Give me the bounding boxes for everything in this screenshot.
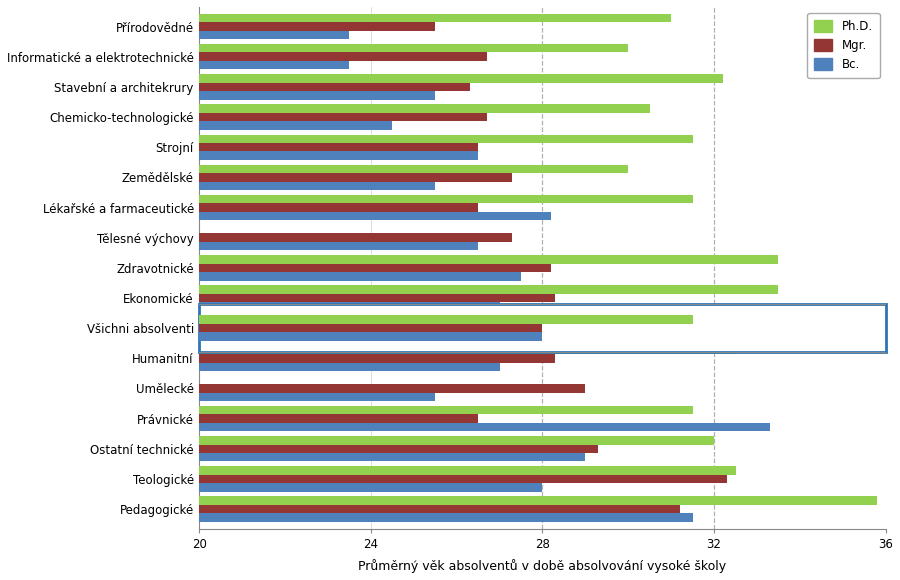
Bar xyxy=(200,272,521,281)
X-axis label: Průměrný věk absolventů v době absolvování vysoké školy: Průměrný věk absolventů v době absolvová… xyxy=(358,559,726,573)
Bar xyxy=(200,483,543,492)
Bar xyxy=(200,496,877,505)
Bar xyxy=(200,165,628,173)
Bar xyxy=(200,324,543,332)
Bar xyxy=(200,212,551,220)
Bar xyxy=(200,302,500,311)
Bar xyxy=(200,346,735,354)
Bar xyxy=(200,44,628,52)
Bar xyxy=(200,332,543,341)
Bar xyxy=(200,52,487,61)
Bar xyxy=(200,393,436,401)
Bar xyxy=(200,91,436,100)
Bar xyxy=(200,332,543,341)
Bar xyxy=(200,104,650,113)
Bar xyxy=(200,22,436,31)
Bar xyxy=(200,255,778,264)
Bar xyxy=(200,151,478,160)
Bar xyxy=(200,316,693,324)
Bar xyxy=(200,324,543,332)
Bar xyxy=(200,135,693,143)
Bar xyxy=(200,362,500,371)
Bar xyxy=(200,195,693,204)
Bar xyxy=(200,505,680,513)
Bar xyxy=(200,294,555,302)
Bar xyxy=(200,204,478,212)
Bar xyxy=(200,82,470,91)
Bar xyxy=(200,316,693,324)
Bar xyxy=(200,445,598,453)
Bar xyxy=(200,14,671,22)
Bar xyxy=(200,242,478,251)
Bar xyxy=(200,61,349,70)
Bar xyxy=(200,121,392,130)
Bar xyxy=(200,385,585,393)
Bar xyxy=(200,173,512,182)
Bar xyxy=(200,31,349,39)
Bar xyxy=(200,113,487,121)
Bar xyxy=(200,466,735,475)
Legend: Ph.D., Mgr., Bc.: Ph.D., Mgr., Bc. xyxy=(807,13,879,78)
Bar xyxy=(200,453,585,462)
Bar xyxy=(200,423,770,432)
FancyBboxPatch shape xyxy=(200,304,886,352)
Bar xyxy=(200,234,512,242)
Bar xyxy=(200,436,714,445)
Bar xyxy=(200,264,551,272)
Bar xyxy=(200,513,693,522)
Bar xyxy=(200,143,478,151)
Bar xyxy=(200,415,478,423)
Bar xyxy=(200,285,778,294)
Bar xyxy=(200,475,727,483)
Bar xyxy=(200,406,693,415)
Bar xyxy=(200,74,723,82)
Bar xyxy=(200,354,555,362)
Bar xyxy=(200,182,436,190)
